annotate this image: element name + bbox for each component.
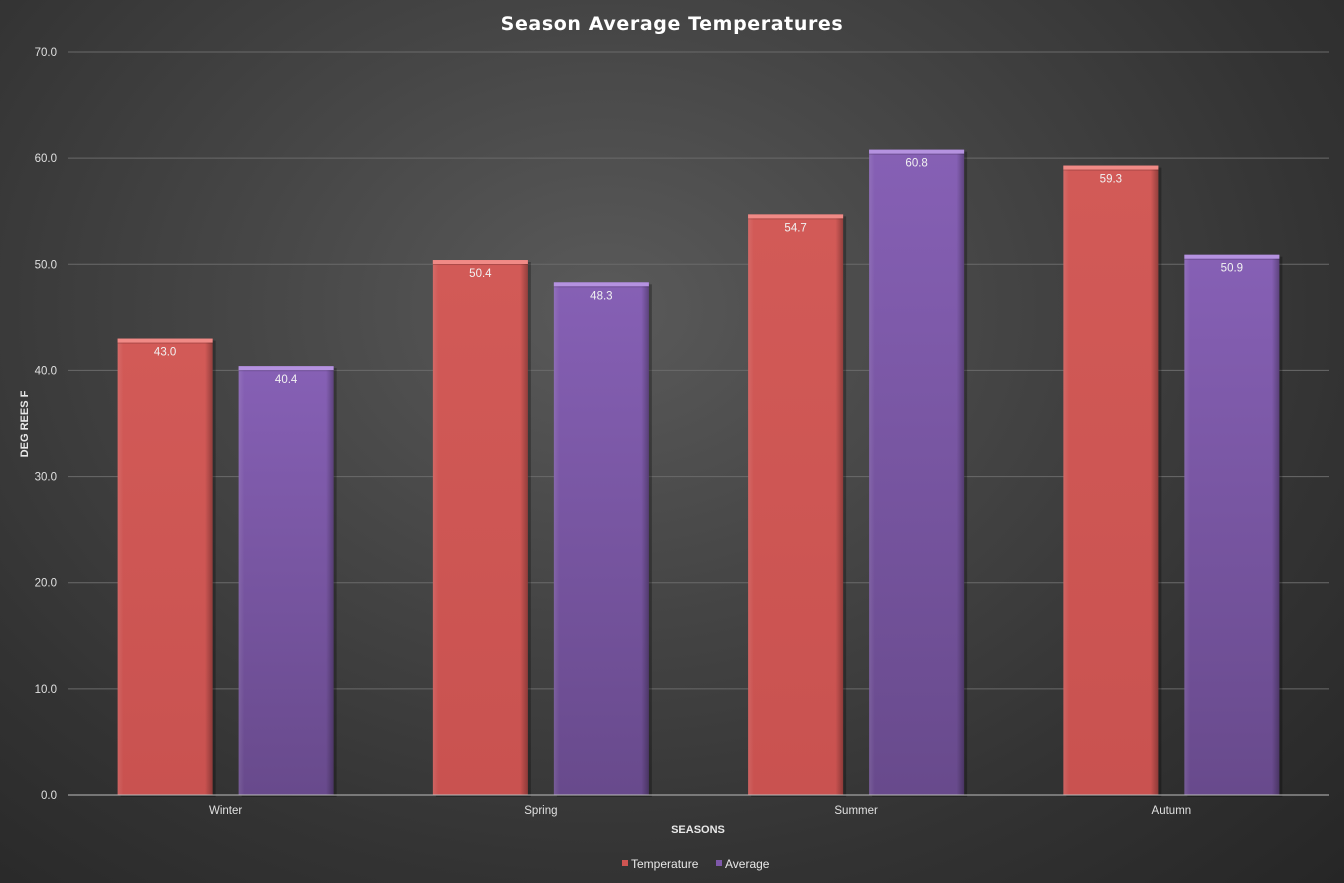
bar-temperature-spring [432, 260, 531, 797]
bar-bevel-edge [117, 342, 213, 344]
x-axis-title: SEASONS [671, 824, 725, 836]
data-label: 54.7 [784, 222, 806, 234]
bar-shading [432, 260, 528, 795]
x-tick-label: Spring [524, 805, 557, 817]
data-label: 48.3 [590, 290, 612, 302]
bar-temperature-summer [748, 214, 847, 798]
y-tick-label: 50.0 [35, 259, 57, 271]
legend-item-average: Average [716, 857, 770, 871]
legend-swatch [622, 860, 628, 866]
legend: Temperature Average [622, 857, 770, 871]
bar-shading [748, 214, 844, 796]
y-tick-label: 30.0 [35, 472, 57, 484]
bar-bevel-edge [432, 264, 528, 266]
bar-bevel-edge [238, 370, 334, 372]
bar-average-autumn [1184, 254, 1283, 797]
data-label: 40.4 [275, 374, 298, 386]
y-tick-label: 0.0 [41, 790, 57, 802]
bar-bevel-edge [1063, 169, 1159, 171]
data-label: 50.4 [469, 268, 492, 280]
bar-bevel-edge [1184, 258, 1280, 260]
bar-shading [553, 282, 649, 796]
bar-top-bevel [238, 366, 334, 371]
legend-item-temperature: Temperature [622, 857, 699, 871]
x-axis-ticks: Winter Spring Summer Autumn [209, 805, 1191, 817]
bar-bevel-edge [748, 218, 844, 220]
y-tick-label: 10.0 [35, 684, 57, 696]
bar-shading [238, 366, 334, 795]
bar-shading [1184, 254, 1280, 796]
legend-label: Temperature [631, 857, 699, 871]
y-axis-title: DEG REES F [19, 390, 31, 457]
bar-temperature-winter [117, 338, 216, 797]
bar-shading [117, 338, 213, 795]
bar-top-bevel [1063, 165, 1159, 170]
legend-swatch [716, 860, 722, 866]
chart-title: Season Average Temperatures [501, 13, 844, 35]
bar-temperature-autumn [1063, 165, 1162, 797]
bar-top-bevel [553, 282, 649, 287]
bar-bevel-edge [869, 153, 965, 155]
data-label: 50.9 [1221, 263, 1243, 275]
y-tick-label: 60.0 [35, 153, 57, 165]
data-label: 59.3 [1100, 174, 1122, 186]
bar-average-spring [553, 282, 652, 798]
bars [117, 149, 1283, 798]
bar-top-bevel [869, 149, 965, 154]
bar-average-winter [238, 366, 337, 797]
bar-bevel-edge [553, 286, 649, 288]
bar-top-bevel [748, 214, 844, 219]
y-tick-label: 20.0 [35, 578, 57, 590]
bar-top-bevel [117, 338, 213, 343]
y-tick-label: 70.0 [35, 47, 57, 59]
bar-top-bevel [1184, 254, 1280, 259]
bar-average-summer [869, 149, 968, 797]
y-axis-ticks: 0.0 10.0 20.0 30.0 40.0 50.0 60.0 70.0 [35, 47, 57, 802]
x-tick-label: Winter [209, 805, 242, 817]
data-label: 60.8 [905, 158, 927, 170]
legend-label: Average [725, 857, 770, 871]
x-tick-label: Summer [834, 805, 878, 817]
bar-shading [869, 149, 965, 795]
data-label: 43.0 [154, 347, 176, 359]
data-labels: 43.0 40.4 50.4 48.3 54.7 60.8 59.3 50.9 [154, 158, 1243, 387]
bar-shading [1063, 165, 1159, 795]
y-tick-label: 40.0 [35, 365, 57, 377]
bar-top-bevel [432, 260, 528, 265]
x-tick-label: Autumn [1152, 805, 1192, 817]
